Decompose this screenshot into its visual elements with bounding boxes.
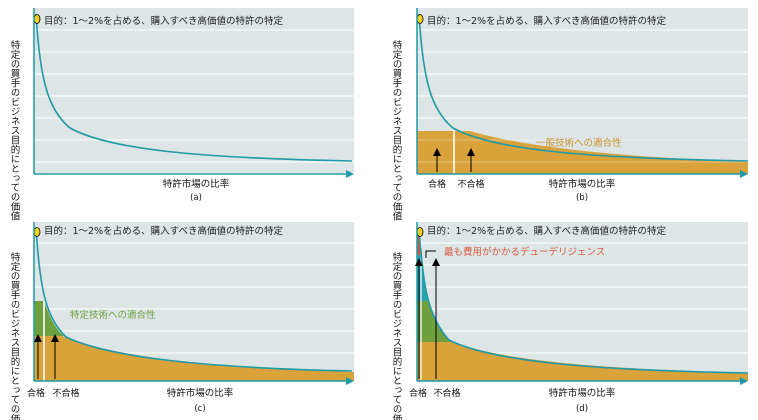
panel-a-value-curve	[35, 13, 353, 162]
panel-a-goal: 目的：1～2%を占める、購入すべき高価値の特許の特定	[44, 15, 283, 27]
panel-b-annotation: 一般技術への適合性	[536, 137, 622, 149]
panel-b-caption: (b)	[576, 193, 588, 203]
panel-a-xlabel: 特許市場の比率	[163, 178, 230, 190]
panel-a-ylabel: 特定の買手のビジネス目的にとっての価値	[9, 39, 21, 221]
panel-a-grid	[34, 29, 354, 163]
panel-b-value-curve	[418, 13, 749, 162]
panel-d-annotation: 最も費用がかかるデューデリジェンス	[444, 246, 605, 258]
panel-d-diligence-pointer	[425, 250, 436, 258]
panel-c-grid	[34, 242, 354, 354]
panel-c: 目的：1～2%を占める、購入すべき高価値の特許の特定 特定技術への適合性 合格 …	[9, 222, 354, 420]
panel-c-goal: 目的：1～2%を占める、購入すべき高価値の特許の特定	[44, 225, 283, 237]
panel-d-fail-label: 不合格	[433, 387, 460, 399]
panel-b-fill-general	[417, 131, 748, 174]
panel-b-goal: 目的：1～2%を占める、購入すべき高価値の特許の特定	[427, 15, 666, 27]
panel-c-caption: (c)	[194, 404, 205, 414]
panel-d-caption: (d)	[576, 404, 588, 414]
panel-c-xlabel: 特許市場の比率	[167, 387, 234, 399]
panel-a-top-marker	[33, 14, 41, 24]
panel-b-top-marker	[416, 14, 424, 24]
panel-c-pass-label: 合格	[27, 387, 45, 399]
panel-d-goal: 目的：1～2%を占める、購入すべき高価値の特許の特定	[427, 225, 666, 237]
panel-c-value-curve	[35, 227, 353, 372]
panel-c-ylabel: 特定の買手のビジネス目的にとっての価値	[9, 251, 21, 420]
panel-d: 目的：1～2%を占める、購入すべき高価値の特許の特定 最も費用がかかるデューデリ…	[391, 222, 749, 420]
panel-d-value-curve	[418, 227, 749, 374]
panel-a-caption: (a)	[190, 193, 202, 203]
panel-b-grid	[417, 29, 748, 119]
panel-a: 目的：1～2%を占める、購入すべき高価値の特許の特定 特許市場の比率 (a) 特…	[9, 8, 354, 221]
panel-b-grid-over-fill	[417, 139, 748, 163]
panel-d-fill-specific	[417, 301, 452, 342]
panel-c-top-marker	[33, 227, 41, 237]
panel-c-fill-specific	[34, 301, 64, 336]
panel-c-fill-general	[34, 336, 354, 381]
panel-b: 目的：1～2%を占める、購入すべき高価値の特許の特定 一般技術への適合性 合格 …	[391, 8, 749, 221]
panel-b-ylabel: 特定の買手のビジネス目的にとっての価値	[391, 39, 403, 221]
panel-c-annotation: 特定技術への適合性	[70, 309, 156, 321]
panel-d-xlabel: 特許市場の比率	[549, 387, 616, 399]
panel-d-ylabel: 特定の買手のビジネス目的にとっての価値	[391, 251, 403, 420]
panel-b-pass-label: 合格	[428, 178, 446, 190]
panel-c-fail-label: 不合格	[52, 387, 79, 399]
panel-a-background	[34, 8, 354, 173]
panel-d-pass-label: 合格	[409, 387, 427, 399]
panel-b-xlabel: 特許市場の比率	[549, 178, 616, 190]
panel-d-top-marker	[416, 227, 424, 237]
panel-b-fail-label: 不合格	[457, 178, 484, 190]
